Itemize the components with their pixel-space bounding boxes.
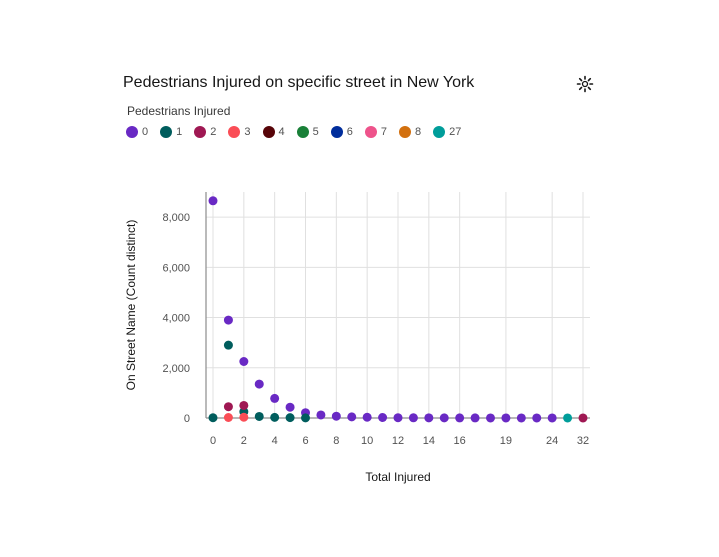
data-point	[563, 413, 573, 423]
legend-title: Pedestrians Injured	[127, 104, 231, 118]
data-point	[378, 412, 388, 422]
legend-swatch	[160, 126, 173, 138]
data-point	[223, 340, 233, 350]
data-point	[239, 412, 249, 422]
legend-swatch	[262, 126, 275, 138]
y-tick-label: 2,000	[162, 363, 190, 375]
legend-item-7[interactable]: 7	[364, 126, 387, 138]
legend-swatch	[399, 126, 411, 138]
x-tick-label: 0	[210, 435, 216, 447]
legend-item-2[interactable]: 2	[194, 126, 216, 138]
legend-label: 3	[244, 126, 251, 138]
data-point	[285, 402, 295, 412]
data-point	[347, 412, 357, 422]
data-point	[254, 379, 264, 389]
data-point	[408, 413, 418, 423]
data-point	[362, 412, 372, 422]
x-tick-label: 24	[546, 435, 558, 447]
legend-label: 0	[142, 126, 149, 138]
legend-item-1[interactable]: 1	[160, 126, 182, 138]
data-point	[455, 413, 465, 423]
x-tick-label: 6	[302, 435, 308, 447]
data-point	[486, 413, 495, 423]
legend-item-3[interactable]: 3	[228, 126, 251, 138]
legend-item-5[interactable]: 5	[296, 126, 319, 138]
data-point	[578, 413, 588, 423]
data-point	[316, 410, 326, 420]
legend-item-27[interactable]: 27	[433, 126, 461, 138]
legend-swatch	[296, 126, 309, 138]
legend-label: 5	[312, 126, 319, 138]
legend-swatch	[126, 126, 138, 138]
data-point	[393, 413, 403, 423]
legend-label: 2	[210, 126, 217, 138]
data-point	[270, 393, 280, 403]
legend-label: 6	[346, 126, 353, 138]
legend: 0 1 2 3 4 5 6 7 8 27	[126, 124, 473, 140]
data-point	[223, 402, 233, 412]
legend-swatch	[433, 126, 446, 138]
x-axis-title: Total Injured	[365, 470, 430, 484]
legend-label: 27	[449, 126, 462, 138]
data-point	[301, 413, 310, 423]
x-tick-label: 10	[361, 435, 373, 447]
settings-gear-icon[interactable]	[576, 75, 594, 93]
x-tick-label: 4	[272, 435, 278, 447]
legend-swatch	[194, 126, 207, 138]
x-tick-label: 14	[423, 435, 435, 447]
legend-swatch	[364, 126, 377, 138]
data-point	[285, 413, 295, 423]
y-tick-label: 6,000	[162, 262, 190, 274]
data-point	[223, 412, 233, 422]
x-tick-label: 2	[241, 435, 247, 447]
data-point	[470, 413, 480, 423]
y-tick-label: 0	[184, 413, 190, 425]
legend-label: 4	[278, 126, 285, 138]
x-tick-label: 19	[500, 435, 512, 447]
x-tick-label: 16	[454, 435, 466, 447]
legend-swatch	[330, 126, 343, 138]
chart-title: Pedestrians Injured on specific street i…	[123, 74, 475, 91]
data-point	[208, 413, 218, 423]
y-axis-title: On Street Name (Count distinct)	[124, 220, 138, 391]
x-tick-label: 12	[392, 435, 404, 447]
legend-label: 7	[380, 126, 387, 138]
data-point	[239, 357, 249, 366]
data-point	[208, 196, 218, 206]
legend-item-6[interactable]: 6	[330, 126, 353, 138]
legend-label: 1	[176, 126, 183, 138]
x-tick-label: 8	[333, 435, 339, 447]
data-point	[223, 315, 233, 325]
data-point	[254, 411, 264, 421]
data-point	[501, 413, 511, 423]
y-tick-label: 4,000	[162, 313, 190, 325]
data-point	[439, 413, 449, 423]
data-point	[532, 413, 542, 423]
legend-label: 8	[415, 126, 422, 138]
legend-item-4[interactable]: 4	[262, 126, 285, 138]
y-tick-label: 8,000	[162, 212, 190, 224]
data-point	[331, 411, 341, 421]
data-point	[270, 412, 280, 422]
legend-swatch	[228, 126, 241, 138]
data-point	[547, 413, 557, 423]
data-point	[239, 400, 249, 410]
legend-item-8[interactable]: 8	[399, 126, 421, 138]
data-point	[516, 413, 526, 423]
legend-item-0[interactable]: 0	[126, 126, 148, 138]
data-point	[424, 413, 434, 423]
x-tick-label: 32	[577, 435, 589, 447]
